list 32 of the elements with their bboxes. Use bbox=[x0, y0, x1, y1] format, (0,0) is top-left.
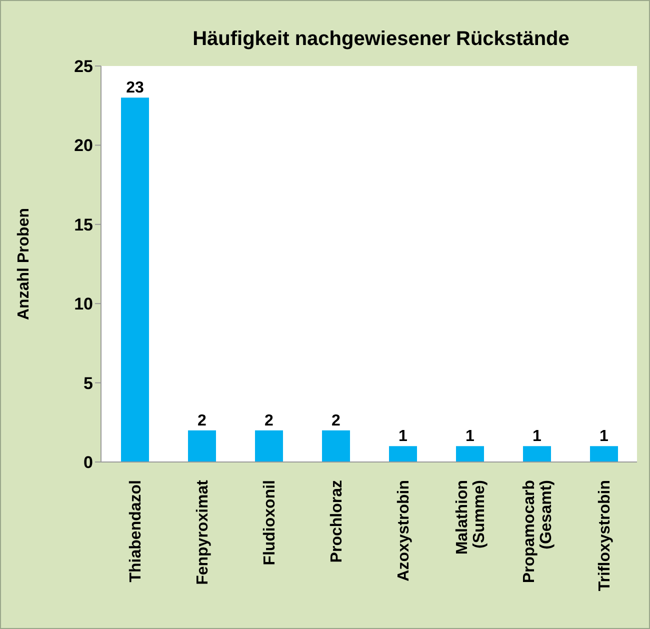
data-label: 1 bbox=[600, 428, 609, 446]
data-label: 1 bbox=[398, 428, 408, 446]
bar bbox=[121, 98, 149, 462]
x-tick-label: Thiabendazol bbox=[128, 480, 144, 582]
data-label: 2 bbox=[332, 412, 341, 430]
bar bbox=[590, 446, 618, 462]
x-tick-label: Malathion (Summe) bbox=[454, 480, 488, 555]
data-label: 23 bbox=[126, 80, 144, 97]
x-tick-label: Propamocarb (Gesamt) bbox=[521, 480, 555, 584]
bar bbox=[188, 430, 216, 462]
y-tick-label: 20 bbox=[74, 136, 93, 156]
x-tick-label: Prochloraz bbox=[328, 480, 346, 563]
x-tick-label: Fenpyroximat bbox=[194, 479, 212, 585]
bar bbox=[523, 446, 551, 462]
x-tick-label: Fludioxonil bbox=[262, 480, 278, 566]
y-tick-label: 15 bbox=[74, 215, 93, 234]
chart-title: Häufigkeit nachgewiesener Rückstände bbox=[192, 28, 570, 51]
data-label: 2 bbox=[264, 412, 274, 430]
x-tick-label: Trifloxystrobin bbox=[596, 480, 614, 592]
x-tick-label: Azoxystrobin bbox=[396, 480, 412, 582]
bar bbox=[322, 430, 350, 462]
y-tick-label: 0 bbox=[84, 453, 93, 472]
bar bbox=[255, 430, 283, 462]
y-axis-title: Anzahl Proben bbox=[16, 208, 33, 320]
data-label: 2 bbox=[198, 412, 207, 430]
y-tick-label: 10 bbox=[74, 294, 93, 314]
y-tick-label: 5 bbox=[84, 374, 93, 393]
bar bbox=[389, 446, 417, 462]
bar bbox=[456, 446, 484, 462]
data-label: 1 bbox=[466, 428, 475, 446]
y-tick-label: 25 bbox=[74, 57, 93, 76]
data-label: 1 bbox=[532, 428, 542, 446]
